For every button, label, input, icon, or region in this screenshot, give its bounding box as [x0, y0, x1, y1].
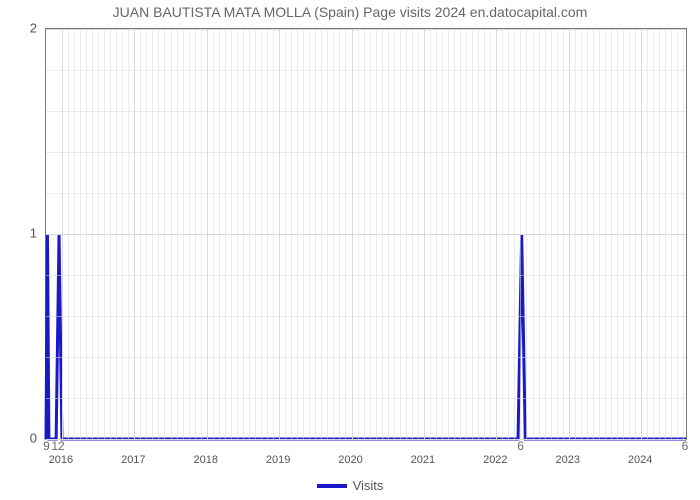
- x-tick-label: 2021: [411, 454, 435, 466]
- y-grid-line: [46, 234, 686, 235]
- x-tick-label: 2018: [193, 454, 217, 466]
- x-tick-label: 2017: [121, 454, 145, 466]
- visits-line-chart: JUAN BAUTISTA MATA MOLLA (Spain) Page vi…: [0, 0, 700, 500]
- y-grid-line: [46, 29, 686, 30]
- visits-line-path: [46, 234, 686, 439]
- y-minor-grid-line: [46, 316, 686, 317]
- x-tick-label: 2024: [628, 454, 652, 466]
- point-data-label: 9: [43, 439, 50, 453]
- y-minor-grid-line: [46, 111, 686, 112]
- x-tick-label: 2022: [483, 454, 507, 466]
- y-grid-line: [46, 439, 686, 440]
- point-data-label: 6: [517, 439, 524, 453]
- legend: Visits: [0, 478, 700, 493]
- point-data-label: 6: [682, 439, 689, 453]
- y-minor-grid-line: [46, 152, 686, 153]
- chart-title: JUAN BAUTISTA MATA MOLLA (Spain) Page vi…: [0, 4, 700, 20]
- x-tick-label: 2019: [266, 454, 290, 466]
- x-tick-label: 2023: [555, 454, 579, 466]
- y-minor-grid-line: [46, 70, 686, 71]
- y-minor-grid-line: [46, 193, 686, 194]
- y-minor-grid-line: [46, 357, 686, 358]
- point-data-label: 12: [51, 439, 64, 453]
- y-tick-label: 2: [30, 21, 37, 36]
- y-minor-grid-line: [46, 275, 686, 276]
- y-minor-grid-line: [46, 398, 686, 399]
- legend-swatch: [317, 484, 347, 488]
- y-tick-label: 1: [30, 226, 37, 241]
- legend-label: Visits: [353, 478, 384, 493]
- x-tick-label: 2020: [338, 454, 362, 466]
- y-tick-label: 0: [30, 431, 37, 446]
- plot-area: [45, 28, 687, 440]
- x-tick-label: 2016: [49, 454, 73, 466]
